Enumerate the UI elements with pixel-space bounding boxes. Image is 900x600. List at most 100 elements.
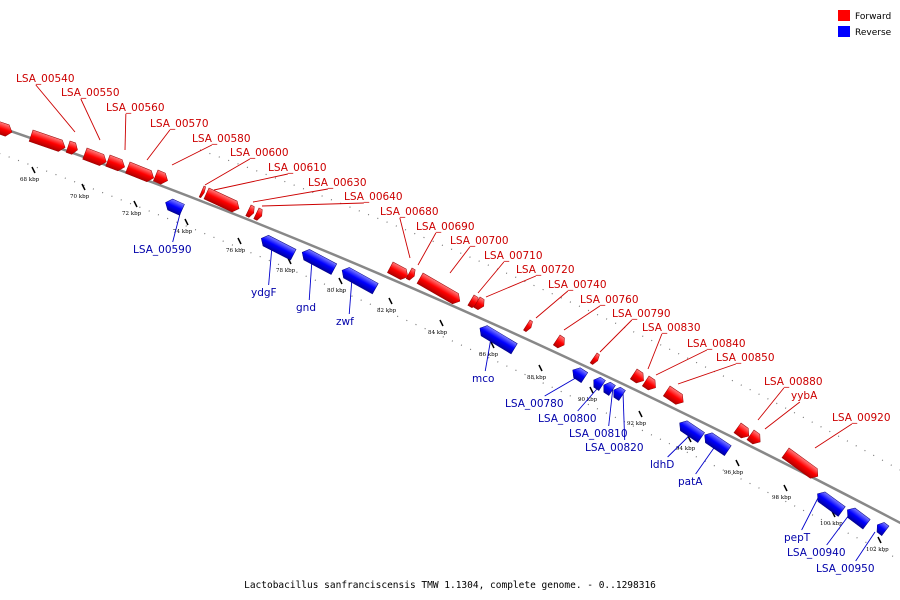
leader-line [477, 261, 505, 294]
gene-label: LSA_00720 [516, 264, 575, 276]
leader-line [35, 84, 76, 133]
leader-line [801, 497, 819, 531]
gene-arrow [28, 129, 66, 152]
gene-arrow [733, 422, 750, 439]
leader-line [399, 217, 411, 259]
leader-line [485, 275, 537, 298]
tick-label: 96 kbp [724, 470, 744, 476]
gene-arrow [479, 325, 518, 355]
tick-mark [783, 484, 788, 492]
gene-label: LSA_00830 [642, 322, 701, 334]
tick-label: 86 kbp [479, 352, 499, 358]
leader-line [417, 232, 437, 266]
tick-mark [388, 297, 393, 305]
gene-label: ldhD [650, 459, 674, 471]
gene-group [0, 119, 890, 536]
gene-arrow [704, 432, 732, 456]
gene-label: LSA_00760 [580, 294, 639, 306]
gene-arrow [253, 207, 263, 221]
gene-arrow [405, 267, 416, 281]
leader-line [146, 129, 171, 161]
legend-reverse-label: Reverse [855, 28, 892, 38]
leader-line [213, 173, 288, 191]
leader-line [599, 319, 633, 353]
gene-labels: LSA_00540 LSA_00550 LSA_00560 LSA_00570 LSA_… [16, 73, 891, 575]
leader-line [655, 349, 708, 376]
leader-lines [35, 84, 876, 562]
tick-label: 98 kbp [772, 495, 792, 501]
gene-label: LSA_00560 [106, 102, 165, 114]
gene-arrow [341, 267, 379, 295]
gene-label: yybA [791, 390, 818, 402]
gene-label: LSA_00780 [505, 398, 564, 410]
caption: Lactobacillus sanfranciscensis TMW 1.130… [244, 580, 656, 591]
gene-label: LSA_00740 [548, 279, 607, 291]
gene-arrow [152, 169, 168, 185]
gene-arrow [198, 185, 206, 199]
leader-line [204, 158, 251, 186]
gene-arrow [0, 119, 13, 137]
leader-line [171, 144, 213, 166]
leader-line [695, 444, 717, 475]
gene-arrow [679, 420, 705, 443]
tick-label: 74 kbp [173, 229, 193, 235]
leader-line [814, 423, 853, 449]
gene-arrow [603, 381, 616, 396]
gene-label: LSA_00790 [612, 308, 671, 320]
gene-label: LSA_00850 [716, 352, 775, 364]
gene-label: LSA_00580 [192, 133, 251, 145]
gene-label: LSA_00840 [687, 338, 746, 350]
tick-label: 68 kbp [20, 177, 40, 183]
tick-mark [237, 237, 242, 245]
gene-arrow [301, 249, 338, 275]
reverse-track-dots [0, 153, 900, 561]
gene-label: LSA_00600 [230, 147, 289, 159]
leader-line [124, 113, 127, 151]
legend: Forward Reverse [838, 10, 892, 38]
tick-mark [81, 183, 86, 191]
leader-line [252, 188, 328, 203]
gene-arrow [589, 352, 600, 365]
leader-line [757, 387, 785, 421]
tick-group: 68 kbp 70 kbp 72 kbp 74 kbp 76 kbp 78 kbp 80 k… [20, 166, 889, 553]
gene-label: LSA_00640 [344, 191, 403, 203]
gene-arrow [876, 522, 890, 536]
gene-arrow [105, 154, 125, 172]
tick-mark [338, 277, 343, 285]
gene-label: LSA_00950 [816, 563, 875, 575]
gene-label: pepT [784, 532, 811, 544]
tick-label: 102 kbp [866, 547, 889, 553]
gene-label: LSA_00570 [150, 118, 209, 130]
gene-label: LSA_00940 [787, 547, 846, 559]
gene-arrow [387, 261, 409, 280]
gene-arrow [552, 334, 565, 349]
leader-line [348, 277, 353, 315]
gene-label: ydgF [251, 287, 277, 299]
gene-arrow [629, 368, 644, 384]
gene-arrow [746, 429, 761, 445]
gene-arrow [593, 376, 606, 391]
tick-label: 84 kbp [428, 330, 448, 336]
tick-label: 82 kbp [377, 308, 397, 314]
gene-arrow [260, 234, 297, 261]
gene-label: LSA_00550 [61, 87, 120, 99]
gene-arrow [125, 161, 155, 183]
tick-mark [638, 410, 643, 418]
gene-label: LSA_00700 [450, 235, 509, 247]
gene-label: gnd [296, 302, 316, 314]
leader-line [764, 401, 801, 430]
leader-line [608, 386, 614, 427]
gene-label: LSA_00540 [16, 73, 75, 85]
tick-label: 76 kbp [226, 248, 246, 254]
gene-label: LSA_00880 [764, 376, 823, 388]
gene-label: LSA_00590 [133, 244, 192, 256]
gene-label: LSA_00710 [484, 250, 543, 262]
tick-label: 88 kbp [527, 375, 547, 381]
gene-label: LSA_00810 [569, 428, 628, 440]
tick-label: 100 kbp [820, 521, 843, 527]
leader-line [268, 245, 273, 286]
gene-label: patA [678, 476, 703, 488]
tick-label: 70 kbp [70, 194, 90, 200]
gene-label: LSA_00680 [380, 206, 439, 218]
gene-arrow [203, 187, 240, 213]
